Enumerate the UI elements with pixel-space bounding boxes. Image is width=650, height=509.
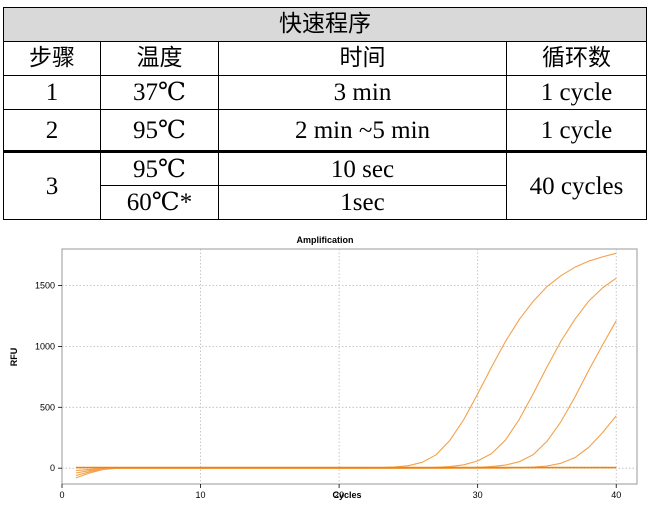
chart-title: Amplification <box>296 235 353 245</box>
axis-ticks: 0 10 20 30 40 0 500 1000 1500 <box>35 281 621 500</box>
row3-temp-anneal: 60℃* <box>100 185 219 220</box>
header-step: 步骤 <box>3 41 101 76</box>
row3-temp-denature: 95℃ <box>100 151 219 186</box>
y-tick-label: 500 <box>40 402 55 412</box>
x-tick-label: 10 <box>196 490 206 500</box>
header-temperature: 温度 <box>100 41 219 76</box>
row3-step: 3 <box>3 151 101 220</box>
y-tick-label: 1500 <box>35 281 55 291</box>
row2-cycles: 1 cycle <box>506 109 647 153</box>
protocol-table: 快速程序 步骤 温度 时间 循环数 1 37℃ 3 min 1 cycle 2 … <box>3 7 647 220</box>
x-tick-label: 20 <box>334 490 344 500</box>
row2-step: 2 <box>3 109 101 153</box>
row1-step: 1 <box>3 75 101 110</box>
header-cycles: 循环数 <box>506 41 647 76</box>
row1-time: 3 min <box>218 75 507 110</box>
row1-temp: 37℃ <box>100 75 219 110</box>
row3-time-denature: 10 sec <box>218 151 507 186</box>
x-tick-label: 30 <box>473 490 483 500</box>
x-tick-label: 0 <box>59 490 64 500</box>
row3-time-anneal: 1sec <box>218 185 507 220</box>
y-tick-label: 1000 <box>35 341 55 351</box>
row1-cycles: 1 cycle <box>506 75 647 110</box>
amplification-curves <box>75 252 617 479</box>
y-tick-label: 0 <box>50 463 55 473</box>
protocol-title: 快速程序 <box>3 7 647 42</box>
header-time: 时间 <box>218 41 507 76</box>
row2-temp: 95℃ <box>100 109 219 153</box>
amplification-chart: Amplification 0 10 20 30 40 0 500 1000 1500 Cycl… <box>9 235 638 500</box>
y-axis-label: RFU <box>9 348 19 367</box>
x-axis-label: Cycles <box>332 490 361 500</box>
plot-area <box>61 248 638 485</box>
x-tick-label: 40 <box>611 490 621 500</box>
row3-cycles: 40 cycles <box>506 151 647 220</box>
row2-time: 2 min ~5 min <box>218 109 507 153</box>
